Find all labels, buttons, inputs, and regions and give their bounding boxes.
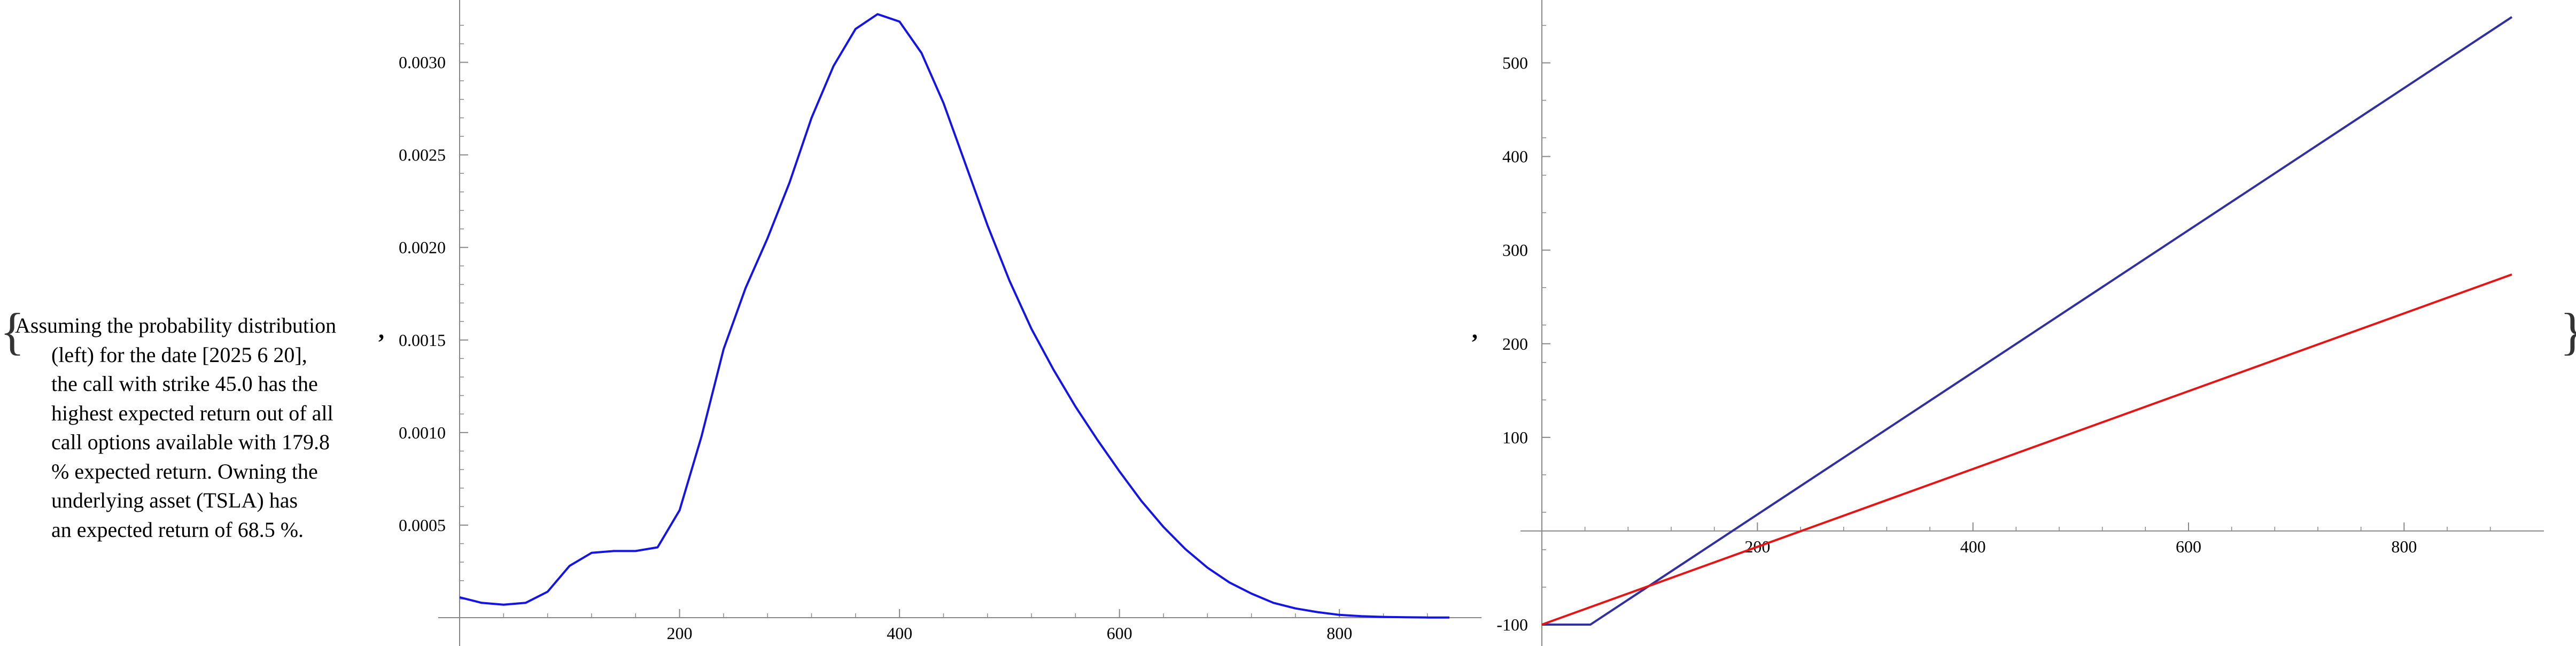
caption-line: underlying asset (TSLA) has — [51, 488, 298, 512]
caption-line: % expected return. Owning the — [51, 459, 318, 483]
caption-line: highest expected return out of all — [51, 401, 333, 425]
x-tick-label: 400 — [1960, 537, 1986, 556]
y-tick-label: 500 — [1502, 53, 1528, 73]
caption-line: (left) for the date [2025 6 20], — [51, 342, 307, 367]
caption-text: Assuming the probability distribution (l… — [15, 311, 389, 544]
caption-line: the call with strike 45.0 has the — [51, 372, 318, 396]
separator-comma: , — [378, 317, 384, 343]
caption-line: call options available with 179.8 — [51, 430, 330, 454]
x-tick-label: 600 — [2176, 537, 2201, 556]
y-tick-label: 200 — [1502, 334, 1528, 353]
y-tick-label: 0.0015 — [399, 330, 446, 350]
y-tick-label: 0.0025 — [399, 145, 446, 165]
y-tick-label: 300 — [1502, 241, 1528, 260]
separator-comma: , — [1472, 317, 1478, 343]
x-tick-label: 400 — [887, 624, 912, 643]
y-tick-label: 400 — [1502, 147, 1528, 166]
y-tick-label: 100 — [1502, 428, 1528, 447]
axes: 200 400 600 800 0.0005 0.0010 0.0015 0.0020 0.00… — [399, 0, 1481, 646]
series-line-2 — [1541, 273, 2512, 626]
y-tick-label: 0.0010 — [399, 423, 446, 442]
x-tick-label: 200 — [667, 624, 693, 643]
open-brace: { — [0, 303, 25, 360]
caption-line: an expected return of 68.5 %. — [51, 517, 304, 542]
x-tick-label: 800 — [1326, 624, 1352, 643]
y-tick-label: 0.0030 — [399, 53, 446, 72]
caption-line: Assuming the probability distribution — [15, 313, 337, 337]
y-tick-label: 0.0005 — [399, 516, 446, 535]
series-line-1 — [1542, 16, 2513, 626]
x-tick-label: 600 — [1107, 624, 1132, 643]
close-brace: } — [2560, 306, 2576, 357]
y-tick-label: -100 — [1496, 615, 1528, 634]
y-tick-label: 0.0020 — [399, 238, 446, 257]
x-tick-label: 800 — [2391, 537, 2417, 556]
series-line-1 — [459, 13, 1450, 619]
